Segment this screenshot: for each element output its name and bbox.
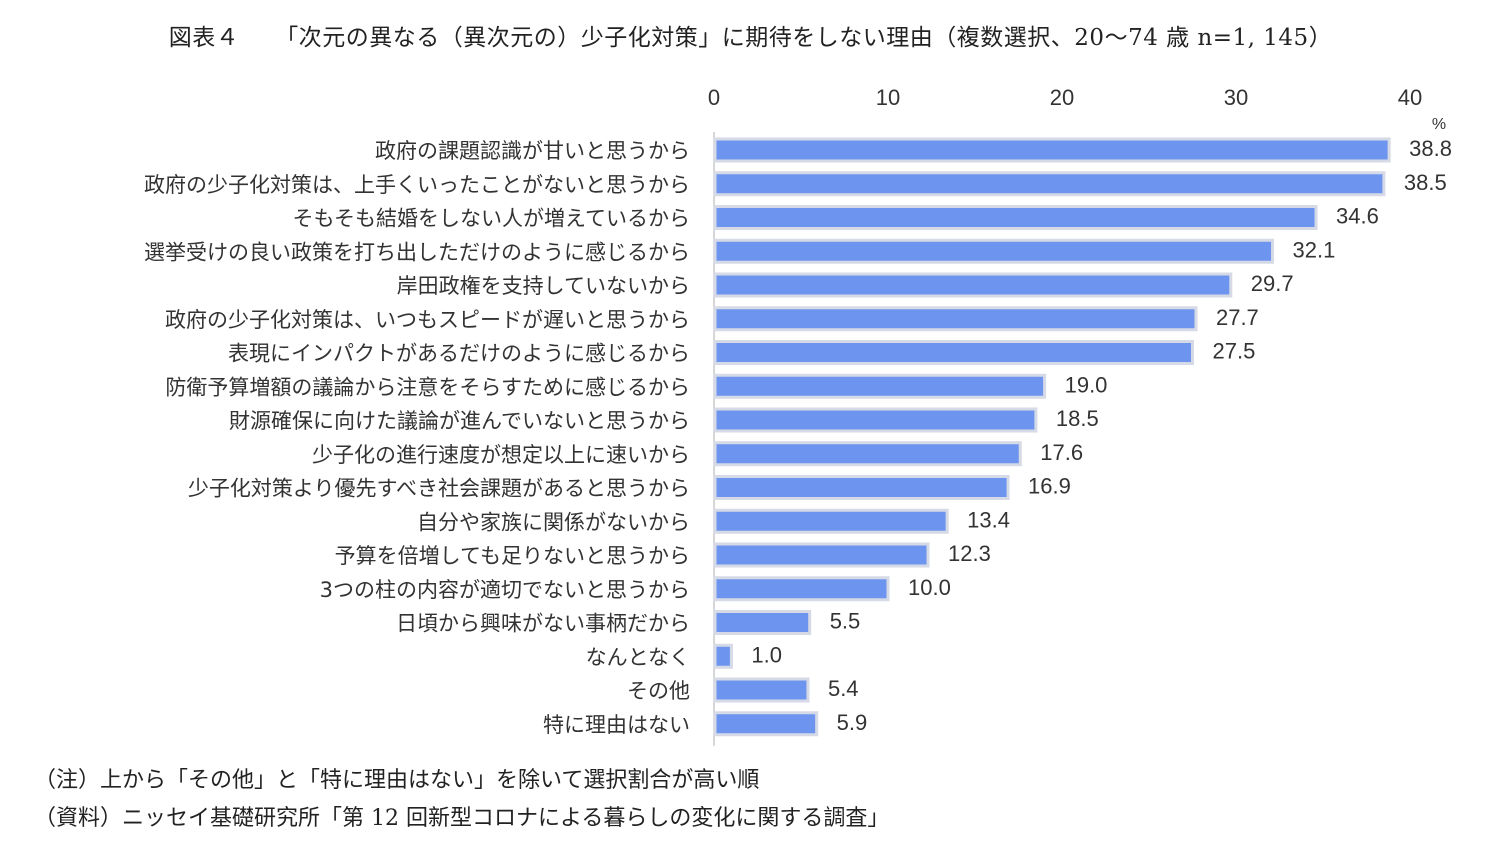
bar — [713, 205, 1318, 230]
value-label: 27.7 — [1216, 305, 1259, 330]
value-label: 27.5 — [1213, 339, 1256, 364]
category-label: 表現にインパクトがあるだけのように感じるから — [228, 342, 690, 366]
category-label: 少子化の進行速度が想定以上に速いから — [312, 443, 690, 467]
category-label: 自分や家族に関係がないから — [417, 510, 690, 534]
bar — [713, 137, 1391, 163]
category-label: 政府の少子化対策は、上手くいったことがないと思うから — [144, 173, 690, 197]
x-tick-label: 0 — [708, 85, 720, 110]
bar — [713, 711, 819, 737]
bar — [713, 610, 812, 635]
category-label: 日頃から興味がない事柄だから — [396, 612, 690, 636]
value-label: 5.4 — [828, 676, 859, 701]
value-label: 10.0 — [908, 575, 951, 600]
bar — [713, 542, 930, 568]
value-label: 32.1 — [1293, 237, 1336, 262]
source-text: （資料）ニッセイ基礎研究所「第 12 回新型コロナによる暮らしの変化に関する調査… — [34, 806, 890, 831]
unit-label: % — [1432, 116, 1446, 133]
value-label: 16.9 — [1028, 474, 1071, 499]
value-label: 29.7 — [1251, 271, 1294, 296]
value-label: 18.5 — [1056, 406, 1099, 431]
chart-notes: （注）上から「その他」と「特に理由はない」を除いて選択割合が高い順 （資料）ニッ… — [34, 762, 889, 838]
category-label: 特に理由はない — [543, 713, 690, 737]
category-label: その他 — [627, 679, 690, 703]
category-label: 政府の少子化対策は、いつもスピードが遅いと思うから — [165, 308, 690, 332]
category-label: 少子化対策より優先すべき社会課題があると思うから — [188, 477, 690, 501]
x-tick-label: 10 — [876, 85, 900, 110]
category-label: なんとなく — [586, 645, 690, 669]
bar — [713, 475, 1010, 500]
figure-title: 「次元の異なる（異次元の）少子化対策」に期待をしない理由（複数選択、20～74 … — [275, 25, 1333, 51]
note-text: （注）上から「その他」と「特に理由はない」を除いて選択割合が高い順 — [34, 768, 760, 793]
category-label: 岸田政権を支持していないから — [397, 274, 690, 298]
category-label: 3つの柱の内容が適切でないと思うから — [320, 578, 690, 602]
bar — [713, 441, 1022, 467]
value-label: 1.0 — [751, 642, 782, 667]
x-tick-label: 40 — [1398, 85, 1422, 110]
category-label: 政府の課題認識が甘いと思うから — [375, 139, 690, 163]
bar — [713, 238, 1275, 264]
figure-number: 図表４ — [168, 25, 240, 51]
bar — [713, 272, 1233, 298]
value-label: 38.8 — [1409, 136, 1452, 161]
value-label: 5.5 — [830, 609, 861, 634]
value-label: 17.6 — [1040, 440, 1083, 465]
category-label: 財源確保に向けた議論が進んでいないと思うから — [229, 409, 690, 433]
bar — [713, 340, 1194, 365]
x-tick-label: 30 — [1224, 85, 1248, 110]
chart-title: 図表４ 「次元の異なる（異次元の）少子化対策」に期待をしない理由（複数選択、20～… — [0, 18, 1501, 52]
bar — [713, 677, 810, 703]
value-label: 5.9 — [837, 710, 868, 735]
bar — [713, 576, 890, 602]
value-label: 38.5 — [1404, 170, 1447, 195]
category-label: 選挙受けの良い政策を打ち出しただけのように感じるから — [144, 240, 690, 264]
category-label: 防衛予算増額の議論から注意をそらすために感じるから — [165, 375, 690, 399]
value-label: 13.4 — [967, 507, 1010, 532]
bar — [713, 407, 1038, 433]
category-label: そもそも結婚をしない人が増えているから — [292, 207, 690, 231]
value-label: 34.6 — [1336, 204, 1379, 229]
category-label: 予算を倍増しても足りないと思うから — [335, 544, 690, 568]
x-tick-label: 20 — [1050, 85, 1074, 110]
bar — [713, 643, 733, 669]
bar — [713, 373, 1047, 399]
bar — [713, 171, 1386, 197]
value-label: 19.0 — [1065, 372, 1108, 397]
bar — [713, 306, 1198, 332]
bar — [713, 508, 949, 534]
value-label: 12.3 — [948, 541, 991, 566]
